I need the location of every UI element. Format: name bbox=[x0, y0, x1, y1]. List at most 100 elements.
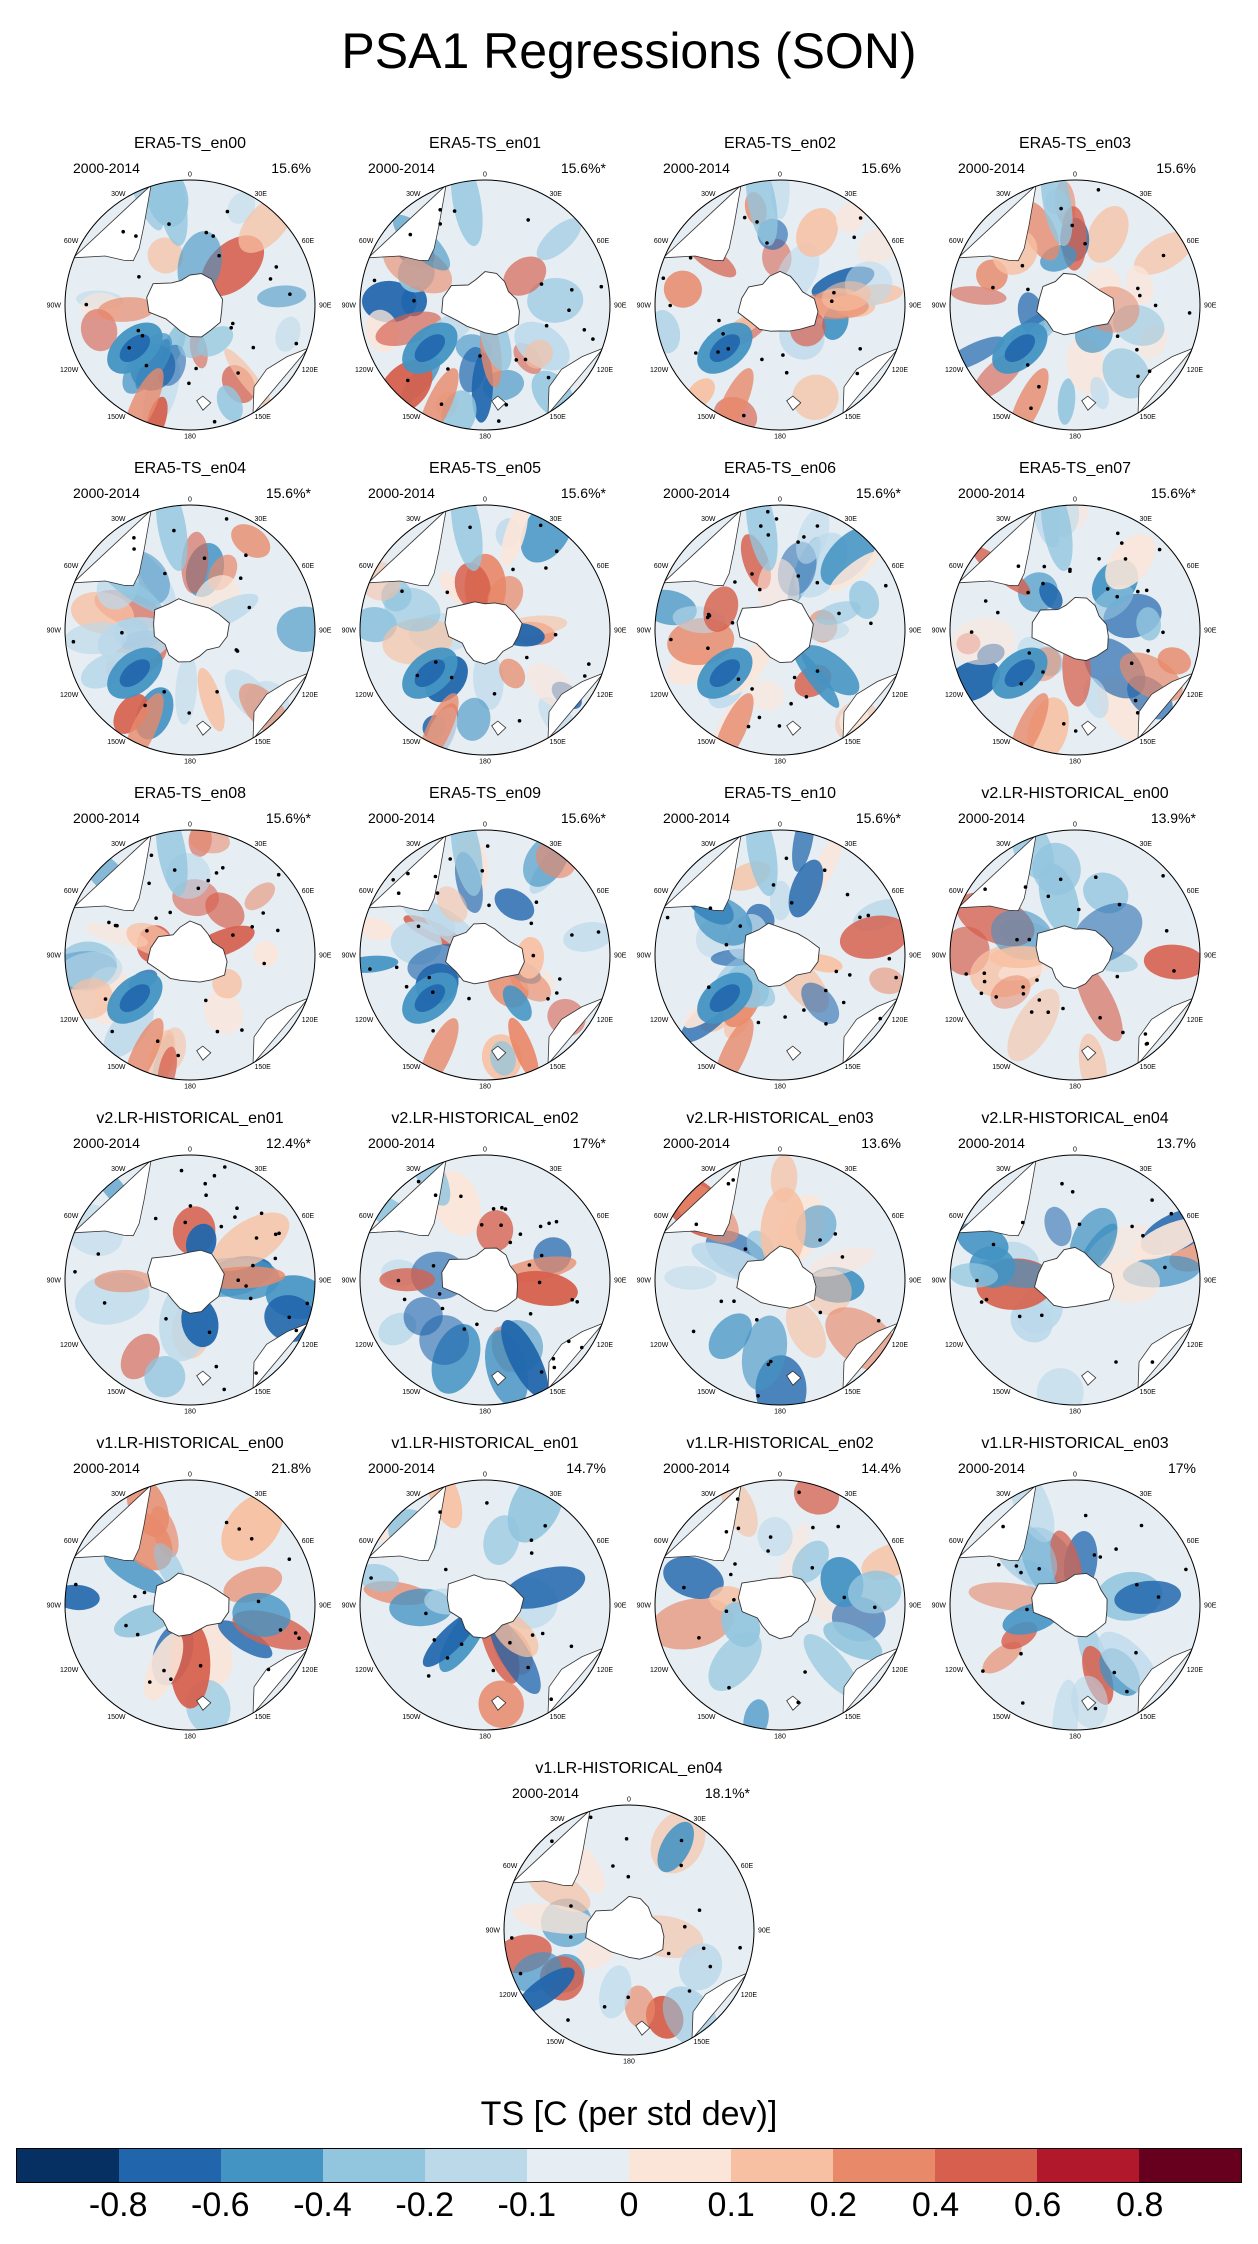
lon-label: 150W bbox=[546, 2039, 565, 2046]
significance-dot bbox=[811, 1525, 815, 1530]
significance-dot bbox=[244, 1284, 248, 1288]
significance-dot bbox=[611, 1864, 615, 1868]
significance-dot bbox=[781, 353, 785, 357]
significance-dot bbox=[756, 1020, 761, 1025]
lon-label: 60E bbox=[1187, 1538, 1200, 1545]
lon-label: 60W bbox=[654, 888, 669, 895]
significance-dot bbox=[437, 1292, 442, 1296]
lon-label: 120W bbox=[355, 367, 374, 374]
lon-label: 60W bbox=[949, 888, 964, 895]
significance-dot bbox=[858, 216, 863, 220]
colorbar-swatch bbox=[629, 2149, 731, 2182]
significance-dot bbox=[231, 933, 235, 937]
significance-dot bbox=[1037, 998, 1042, 1002]
significance-dot bbox=[412, 298, 416, 303]
significance-dot bbox=[1025, 363, 1030, 367]
lon-label: 150E bbox=[550, 1064, 567, 1071]
panel-title: ERA5-TS_en05 bbox=[428, 460, 542, 477]
ts-field bbox=[65, 830, 315, 1080]
significance-dot bbox=[551, 1356, 556, 1361]
colorbar-tick-label: -0.2 bbox=[395, 2186, 454, 2224]
significance-dot bbox=[687, 1989, 692, 1993]
significance-dot bbox=[416, 924, 421, 929]
significance-dot bbox=[427, 975, 431, 980]
significance-dot bbox=[602, 2005, 607, 2009]
significance-dot bbox=[1083, 241, 1087, 246]
significance-dot bbox=[534, 900, 539, 904]
significance-dot bbox=[254, 1371, 258, 1375]
significance-dot bbox=[459, 1194, 463, 1199]
lon-label: 30E bbox=[1140, 1491, 1153, 1498]
significance-dot bbox=[438, 1510, 442, 1514]
significance-dot bbox=[735, 1497, 740, 1501]
map-boundary bbox=[359, 179, 611, 431]
significance-dot bbox=[537, 1280, 542, 1285]
significance-dot bbox=[121, 229, 125, 234]
lon-label: 120E bbox=[302, 367, 319, 374]
significance-dot bbox=[222, 1387, 226, 1392]
figure-title: PSA1 Regressions (SON) bbox=[341, 23, 917, 79]
lon-label: 0 bbox=[1073, 822, 1077, 829]
map-boundary bbox=[654, 1154, 906, 1406]
significance-dot bbox=[830, 299, 834, 303]
ts-field bbox=[655, 830, 905, 1080]
lon-label: 90W bbox=[637, 303, 652, 310]
significance-dot bbox=[225, 209, 230, 214]
significance-dot bbox=[96, 1252, 101, 1256]
significance-dot bbox=[1141, 1233, 1145, 1238]
significance-dot bbox=[845, 892, 850, 897]
panel-title: ERA5-TS_en06 bbox=[723, 460, 837, 477]
significance-dot bbox=[1014, 1564, 1019, 1568]
significance-dot bbox=[431, 1264, 436, 1268]
lon-label: 90E bbox=[758, 1928, 771, 1935]
colorbar-tick-label: 0.4 bbox=[911, 2186, 960, 2224]
significance-dot bbox=[1156, 1595, 1161, 1599]
significance-dot bbox=[1169, 1211, 1174, 1216]
significance-dot bbox=[707, 985, 711, 989]
significance-dot bbox=[760, 357, 764, 362]
lon-label: 90W bbox=[342, 1278, 357, 1285]
significance-dot bbox=[554, 549, 559, 553]
lon-label: 120E bbox=[892, 1017, 909, 1024]
lon-label: 120E bbox=[302, 1017, 319, 1024]
lon-label: 150E bbox=[550, 1389, 567, 1396]
significance-dot bbox=[1150, 1360, 1155, 1364]
significance-dot bbox=[148, 1680, 152, 1684]
significance-dot bbox=[869, 621, 873, 626]
significance-dot bbox=[1133, 698, 1138, 703]
significance-dot bbox=[438, 222, 442, 226]
lon-label: 120E bbox=[892, 1342, 909, 1349]
lon-label: 120E bbox=[892, 692, 909, 699]
significance-dot bbox=[1121, 1030, 1125, 1035]
polar-map: 0 30E 60E 90E 120E 150E 180 150W 120W 90W 60W 30W bbox=[342, 1472, 627, 1741]
significance-dot bbox=[550, 1839, 554, 1843]
significance-dot bbox=[1029, 406, 1033, 410]
map-panel: v2.LR-HISTORICAL_en00 2000-2014 13.9%* 0 30E… bbox=[930, 785, 1220, 1095]
lon-label: 60E bbox=[892, 888, 905, 895]
significance-dot bbox=[214, 1364, 219, 1369]
significance-dot bbox=[526, 1665, 530, 1670]
lon-label: 0 bbox=[627, 1797, 631, 1804]
significance-dot bbox=[982, 979, 987, 984]
lon-label: 120W bbox=[355, 692, 374, 699]
significance-dot bbox=[415, 673, 420, 678]
significance-dot bbox=[402, 1297, 407, 1302]
lon-label: 90E bbox=[319, 628, 332, 635]
significance-dot bbox=[841, 1000, 846, 1005]
significance-dot bbox=[694, 1222, 699, 1227]
lon-label: 120E bbox=[892, 1667, 909, 1674]
lon-label: 150W bbox=[992, 1064, 1011, 1071]
significance-dot bbox=[511, 567, 515, 572]
polar-map: 0 30E 60E 90E 120E 150E 180 150W 120W 90W 60W 30W bbox=[932, 822, 1217, 1091]
significance-dot bbox=[570, 933, 574, 937]
ts-field bbox=[65, 180, 315, 430]
significance-dot bbox=[234, 648, 239, 652]
lon-label: 30W bbox=[996, 191, 1011, 198]
significance-dot bbox=[858, 347, 862, 351]
lon-label: 120W bbox=[945, 1667, 964, 1674]
significance-dot bbox=[546, 997, 550, 1001]
lon-label: 150W bbox=[107, 1064, 126, 1071]
significance-dot bbox=[855, 371, 860, 376]
lon-label: 180 bbox=[184, 434, 196, 441]
significance-dot bbox=[500, 1205, 504, 1210]
